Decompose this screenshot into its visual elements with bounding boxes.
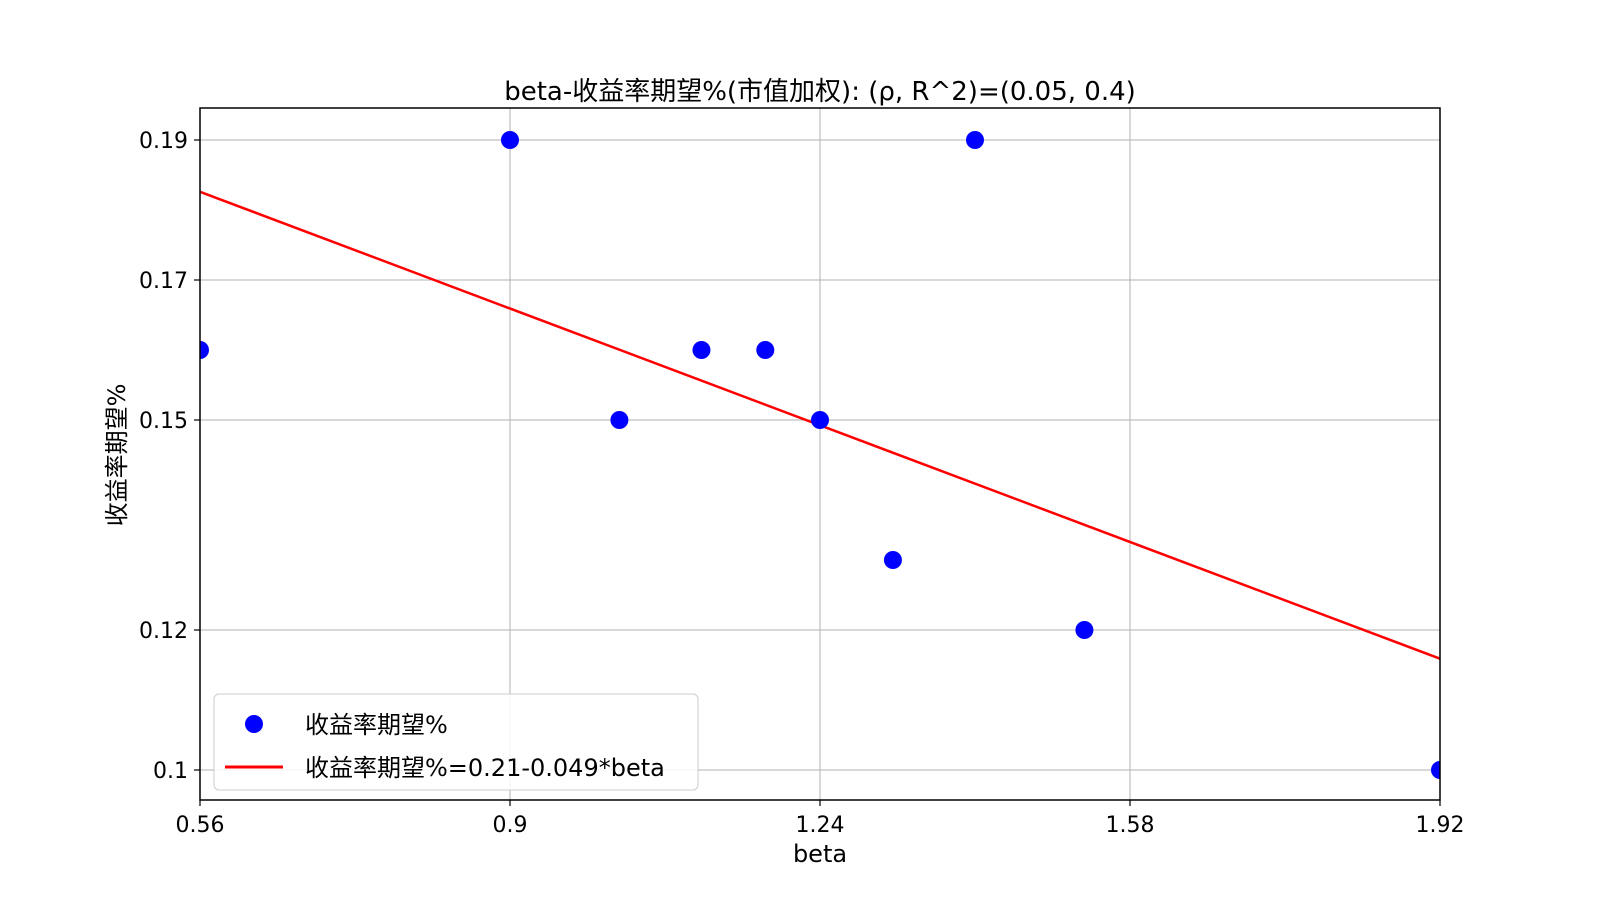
data-point [200, 341, 209, 359]
y-tick-label: 0.19 [139, 129, 188, 154]
y-tick-label: 0.15 [139, 409, 188, 434]
y-tick-label: 0.1 [153, 759, 188, 784]
x-tick-label: 0.9 [493, 813, 528, 838]
data-point [966, 131, 984, 149]
x-tick-label: 1.92 [1416, 813, 1465, 838]
legend-label-regression: 收益率期望%=0.21-0.049*beta [305, 754, 665, 782]
x-axis-label: beta [793, 840, 847, 868]
data-point [883, 551, 902, 569]
chart-title: beta-收益率期望%(市值加权): (ρ, R^2)=(0.05, 0.4) [504, 77, 1136, 107]
x-tick-label: 1.58 [1106, 813, 1155, 838]
y-axis-ticks: 0.19 0.17 0.15 0.12 0.1 [139, 129, 200, 784]
data-points [200, 131, 1440, 779]
data-point [811, 411, 829, 429]
data-point [501, 131, 519, 149]
x-tick-label: 0.56 [176, 813, 225, 838]
data-point [610, 411, 629, 429]
data-point [692, 341, 711, 359]
legend: 收益率期望% 收益率期望%=0.21-0.049*beta [213, 693, 699, 791]
legend-label-scatter: 收益率期望% [305, 711, 448, 739]
y-axis-label: 收益率期望% [103, 384, 131, 527]
legend-marker-scatter-icon [245, 715, 263, 733]
legend-box [213, 693, 699, 791]
data-point [756, 341, 775, 359]
y-tick-label: 0.12 [139, 619, 188, 644]
data-point [1431, 761, 1440, 779]
x-tick-label: 1.24 [796, 813, 845, 838]
y-tick-label: 0.17 [139, 269, 188, 294]
data-point [1075, 621, 1094, 639]
x-axis-ticks: 0.56 0.9 1.24 1.58 1.92 [176, 800, 1465, 838]
